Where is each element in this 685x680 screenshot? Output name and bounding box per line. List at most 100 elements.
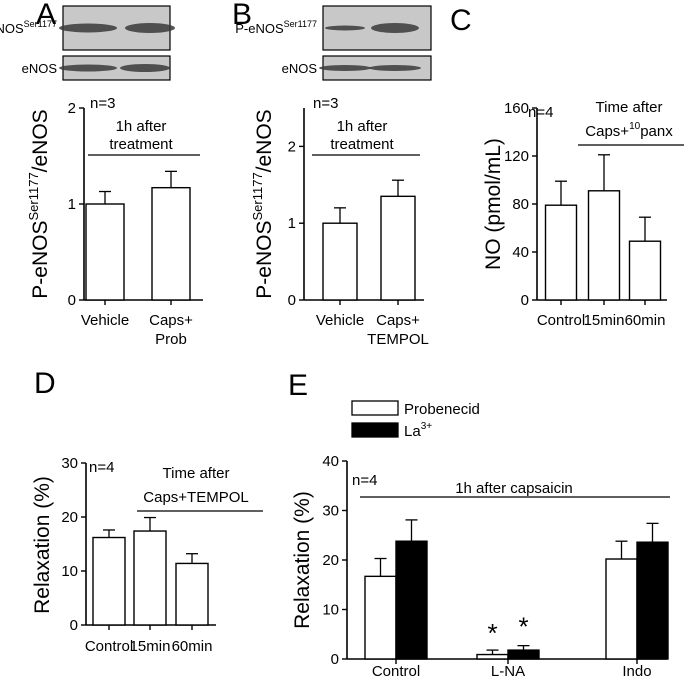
x-tick-label: L-NA [491, 663, 525, 680]
y-tick-label: 10 [322, 602, 339, 619]
blot-band [120, 64, 170, 72]
panel-letter-d: D [34, 367, 56, 400]
x-tick-label: Vehicle [316, 312, 364, 329]
bar [476, 653, 509, 660]
y-tick-label: 20 [322, 552, 339, 569]
legend-label: Probenecid [404, 401, 480, 418]
x-tick-label: Vehicle [81, 312, 129, 329]
blot-band [371, 23, 419, 33]
x-tick-label-line: Vehicle [81, 312, 129, 329]
x-tick-label: 60min [172, 638, 213, 655]
bar [605, 558, 638, 660]
y-tick-label: 30 [322, 503, 339, 520]
n-label: n=3 [313, 95, 338, 112]
legend-swatch [351, 422, 399, 438]
bar [175, 562, 209, 626]
n-label: n=4 [528, 104, 553, 121]
blot-band [319, 65, 371, 71]
bar [587, 190, 621, 301]
n-label: n=4 [352, 472, 377, 489]
bar [92, 536, 126, 626]
legend-label-main: La [404, 423, 421, 440]
x-tick-label: 60min [625, 312, 666, 329]
blot-band [325, 25, 365, 31]
blot-b: P-eNOSSer1177 eNOS [235, 5, 432, 81]
x-tick-label-line: Vehicle [316, 312, 364, 329]
y-tick-label: 0 [70, 617, 78, 634]
x-tick-label-line: Control [537, 312, 585, 329]
chart-a: 0 1 2 P-eNOSSer1177/eNOS Vehicle Caps+ Prob n=3… [26, 95, 203, 348]
y-tick-label: 1 [68, 196, 76, 213]
y-tick-label: 0 [288, 292, 296, 309]
blot-label-main: P-eNOS [235, 21, 284, 36]
y-tick-label: 1 [288, 215, 296, 232]
x-tick-label: Control [85, 638, 133, 655]
y-tick-label: 40 [512, 244, 529, 261]
y-tick-label: 30 [61, 455, 78, 472]
x-tick-label: Control [537, 312, 585, 329]
blot-label: eNOS [22, 61, 58, 76]
annotation-line: treatment [330, 136, 394, 153]
blot-band [59, 64, 117, 72]
bar [380, 195, 416, 301]
bar [151, 186, 191, 301]
y-axis-label-sup: Ser1177 [250, 172, 265, 220]
x-tick-label-line: Caps+ [376, 312, 420, 329]
n-label: n=3 [90, 95, 115, 112]
blot-label-sup: Ser1177 [284, 19, 317, 29]
y-tick-label: 120 [504, 148, 529, 165]
blot-a: P-eNOSSer1177 eNOS [0, 5, 175, 81]
y-axis-label-main: P-eNOS [29, 221, 52, 299]
y-axis-label: NO (pmol/mL) [482, 138, 505, 270]
x-tick-label-line: 60min [172, 638, 213, 655]
bar [395, 540, 428, 660]
x-tick-label: Control [372, 663, 420, 680]
chart-b: 0 1 2 P-eNOSSer1177/eNOS Vehicle Caps+ TEMPOL n… [250, 95, 429, 348]
y-tick-label: 2 [68, 100, 76, 117]
x-tick-label-line: TEMPOL [367, 331, 429, 348]
y-tick-label: 80 [512, 196, 529, 213]
bar [85, 203, 125, 301]
legend: Probenecid La3+ [351, 400, 480, 440]
annotation-sup: 10 [629, 121, 641, 132]
y-tick-label: 2 [288, 138, 296, 155]
y-axis-label-tail: /eNOS [253, 109, 276, 172]
n-label: n=4 [89, 459, 114, 476]
blot-label: P-eNOSSer1177 [0, 19, 57, 36]
y-tick-label: 0 [331, 651, 339, 668]
blot-band [369, 65, 421, 71]
bar [322, 222, 358, 301]
annotation-part: panx [640, 123, 673, 140]
y-tick-label: 160 [504, 100, 529, 117]
x-tick-label-line: Prob [155, 331, 187, 348]
y-axis-label: P-eNOSSer1177/eNOS [250, 109, 276, 298]
panel-letter-e: E [288, 369, 308, 402]
significance-star: * [487, 618, 497, 648]
blot-label: P-eNOSSer1177 [235, 19, 317, 36]
significance-star: * [518, 612, 528, 642]
legend-label-main: Probenecid [404, 401, 480, 418]
blot-band [125, 23, 175, 33]
blot-label-sup: Ser1177 [24, 19, 57, 29]
annotation-line: 1h after capsaicin [455, 480, 573, 497]
y-axis-label-main: P-eNOS [253, 221, 276, 299]
bar [628, 240, 662, 301]
x-tick-label: 15min [584, 312, 625, 329]
x-tick-label: Caps+ TEMPOL [367, 312, 429, 348]
y-axis-label-main: Relaxation (%) [291, 491, 314, 629]
y-tick-label: 10 [61, 563, 78, 580]
y-axis-label: P-eNOSSer1177/eNOS [26, 109, 52, 298]
panel-letter-b: B [232, 0, 252, 31]
annotation-line: Time after [596, 99, 663, 116]
blot-label-main: P-eNOS [0, 21, 24, 36]
x-tick-label-line: 15min [584, 312, 625, 329]
legend-label: La3+ [404, 421, 432, 440]
y-tick-label: 40 [322, 453, 339, 470]
y-axis-label-sup: Ser1177 [26, 172, 41, 220]
bar [133, 530, 167, 626]
